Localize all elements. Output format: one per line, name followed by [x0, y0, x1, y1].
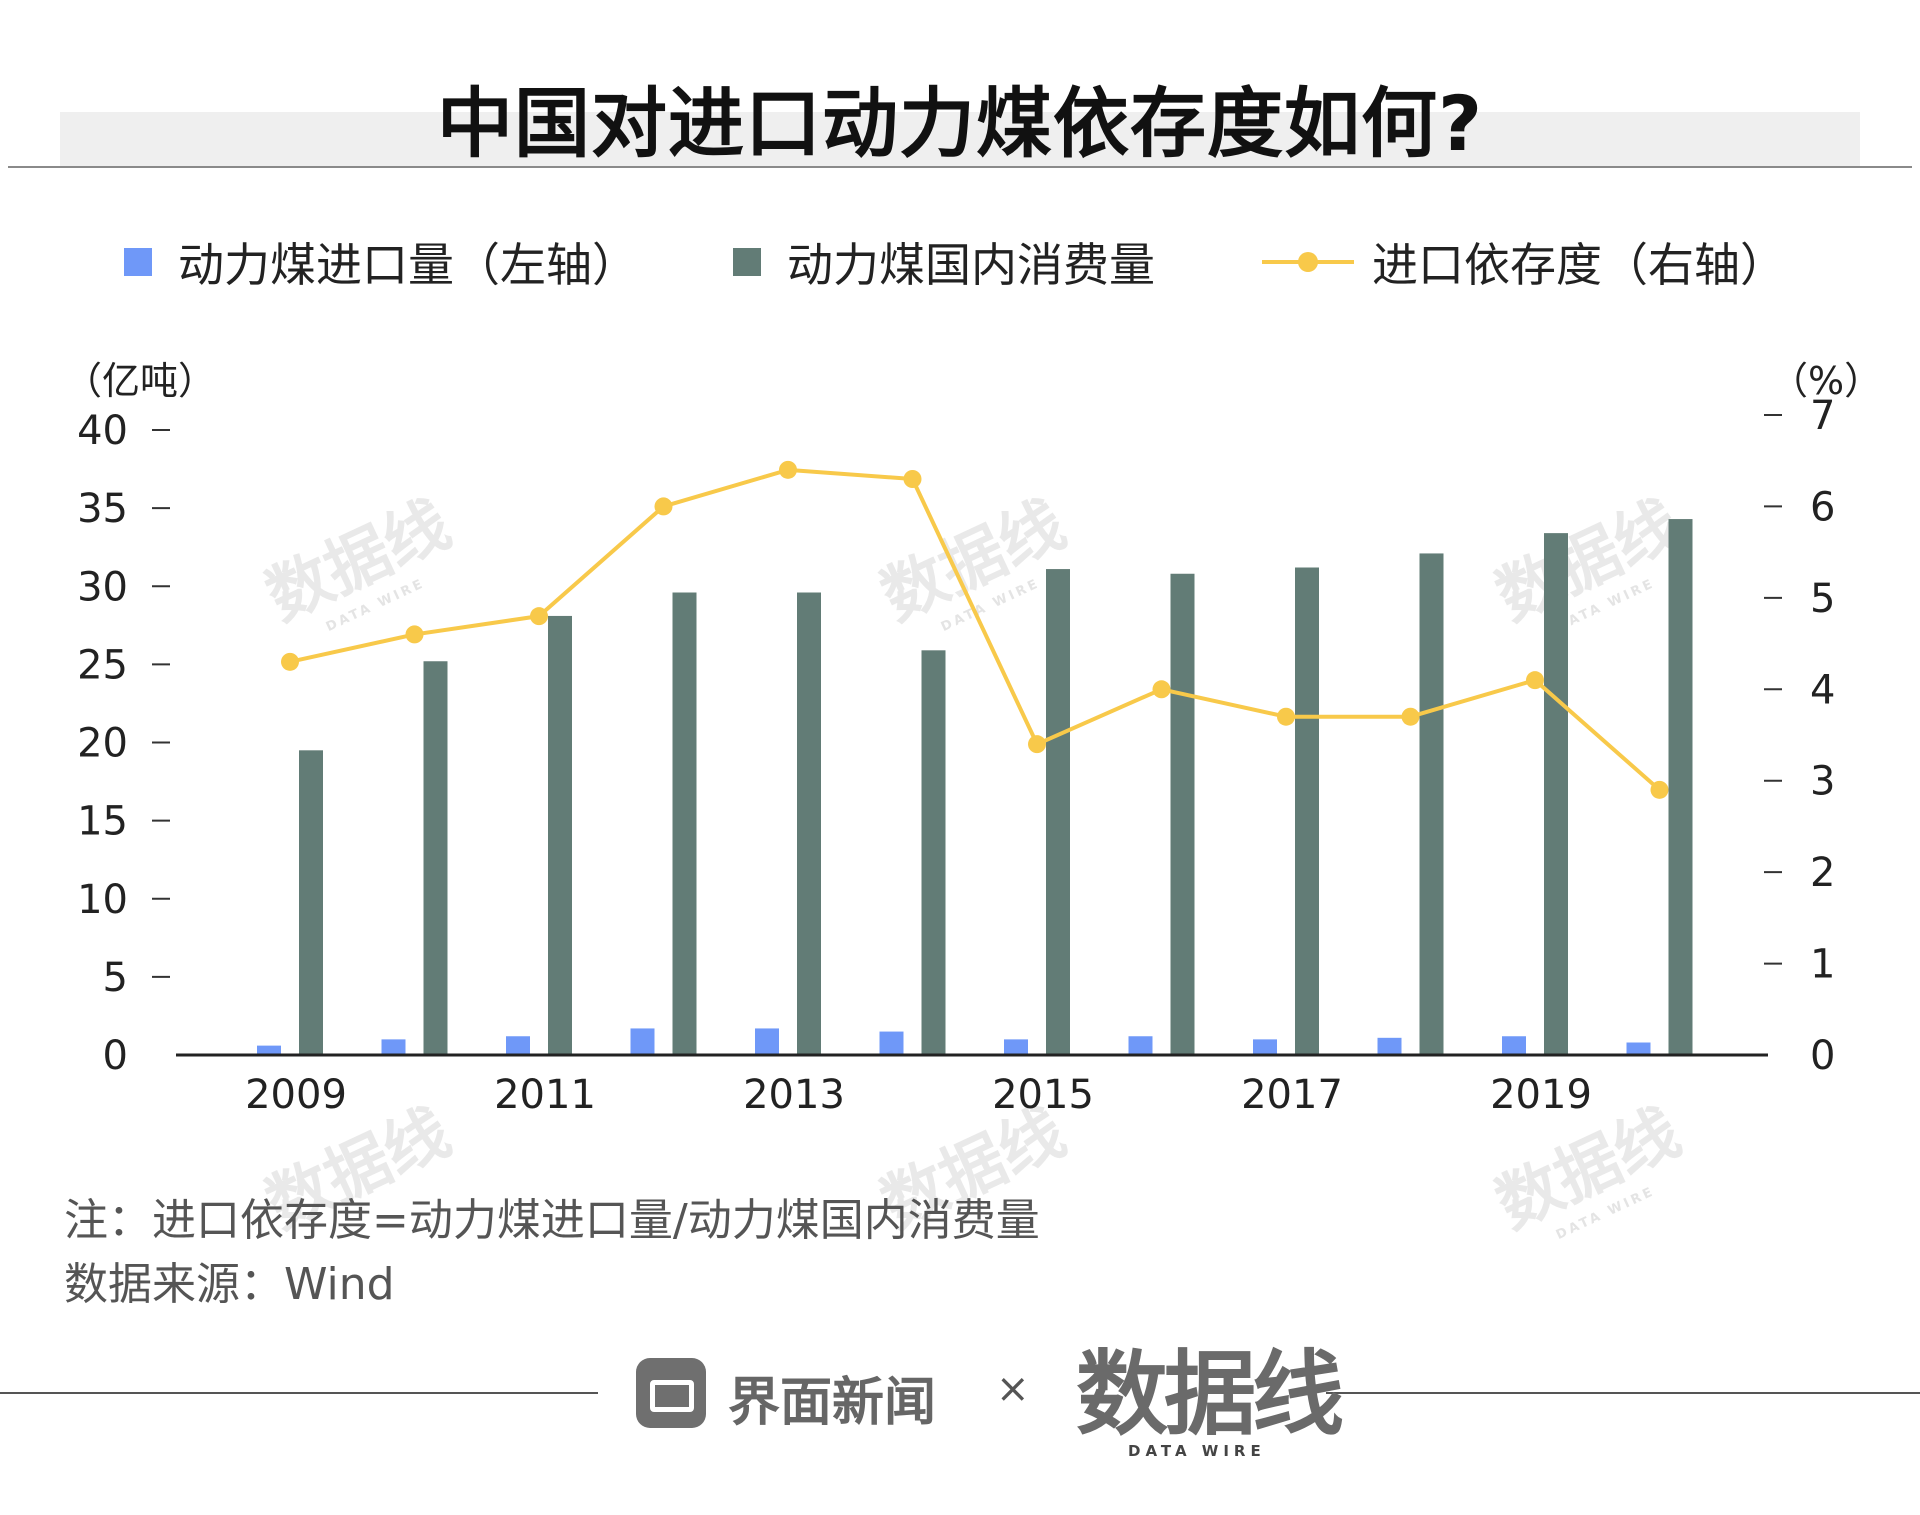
chart-note: 注：进口依存度=动力煤进口量/动力煤国内消费量 — [64, 1195, 1040, 1246]
right-axis-tick-label: 0 — [1810, 1033, 1835, 1079]
point-dependency-2017 — [1277, 707, 1295, 726]
bar-import-2014 — [879, 1031, 904, 1055]
point-dependency-2019 — [1526, 671, 1544, 690]
footer-rule-right — [1326, 1392, 1920, 1394]
brand-logo-icon — [636, 1358, 706, 1428]
legend-swatch-consumption — [733, 248, 761, 276]
point-dependency-2012 — [654, 497, 673, 516]
point-dependency-2010 — [405, 625, 424, 644]
bar-consumption-2018 — [1419, 553, 1444, 1055]
x-axis-tick-label: 2015 — [992, 1072, 1094, 1118]
bar-import-2016 — [1128, 1036, 1153, 1055]
legend-label-import: 动力煤进口量（左轴） — [178, 238, 638, 292]
bar-consumption-2011 — [548, 615, 572, 1055]
right-axis-tick-label: 1 — [1810, 942, 1835, 988]
partner-logo: 数据线 — [1076, 1341, 1344, 1448]
right-axis-unit: （%） — [1770, 359, 1883, 403]
legend-label-dependency: 进口依存度（右轴） — [1372, 238, 1786, 292]
left-axis-tick-label: 40 — [77, 408, 128, 454]
point-dependency-2014 — [903, 470, 922, 488]
x-axis-tick-label: 2009 — [245, 1072, 347, 1118]
bar-import-2018 — [1377, 1037, 1402, 1055]
brand-name: 界面新闻 — [728, 1373, 937, 1433]
legend-item-import: 动力煤进口量（左轴） — [124, 232, 638, 292]
x-axis-tick-label: 2011 — [494, 1072, 596, 1118]
bar-import-2017 — [1253, 1039, 1277, 1055]
left-axis-tick-label: 0 — [103, 1033, 128, 1079]
legend-swatch-import — [124, 248, 152, 276]
x-axis-tick-label: 2013 — [743, 1072, 845, 1118]
legend-item-consumption: 动力煤国内消费量 — [733, 232, 1155, 292]
legend-item-dependency: 进口依存度（右轴） — [1262, 232, 1786, 292]
bar-consumption-2019 — [1544, 533, 1568, 1055]
point-dependency-2015 — [1028, 735, 1046, 754]
bar-import-2009 — [257, 1045, 281, 1055]
point-dependency-2018 — [1401, 707, 1420, 726]
line-dependency — [289, 467, 1661, 792]
x-axis-tick-label: 2019 — [1490, 1072, 1592, 1118]
legend-dot-dependency — [1298, 252, 1318, 272]
bar-import-2015 — [1004, 1039, 1028, 1055]
point-dependency-2013 — [779, 460, 797, 479]
bar-consumption-2016 — [1170, 573, 1195, 1055]
partner-logo-sub: DATA WIRE — [1128, 1442, 1266, 1460]
bar-import-2019 — [1502, 1036, 1526, 1055]
bar-consumption-2020 — [1668, 519, 1693, 1055]
left-axis-tick-label: 10 — [77, 877, 128, 923]
bar-consumption-2013 — [797, 592, 821, 1055]
bar-import-2020 — [1626, 1042, 1651, 1055]
left-axis-tick-label: 20 — [77, 721, 128, 767]
bar-consumption-2014 — [921, 650, 946, 1055]
bar-import-2011 — [506, 1036, 530, 1055]
legend-line-dependency — [1262, 252, 1354, 272]
bar-import-2013 — [755, 1028, 779, 1055]
right-axis-tick-label: 5 — [1810, 576, 1835, 622]
right-axis-tick-label: 4 — [1810, 667, 1835, 713]
right-axis-tick-label: 2 — [1810, 850, 1835, 896]
bar-import-2012 — [630, 1028, 655, 1055]
right-axis-tick-label: 6 — [1810, 484, 1835, 530]
title-band — [60, 112, 1860, 166]
x-axis-tick-label: 2017 — [1241, 1072, 1343, 1118]
point-dependency-2016 — [1152, 680, 1171, 699]
left-axis-tick-label: 5 — [103, 955, 128, 1001]
bar-consumption-2009 — [299, 750, 323, 1055]
point-dependency-2011 — [530, 607, 548, 626]
point-dependency-2020 — [1650, 780, 1669, 799]
left-axis-tick-label: 25 — [77, 642, 128, 688]
data-source: 数据来源：Wind — [64, 1259, 395, 1310]
bar-consumption-2017 — [1295, 567, 1319, 1055]
left-axis-tick-label: 35 — [77, 486, 128, 532]
collab-times-icon: × — [996, 1366, 1030, 1412]
bar-consumption-2015 — [1046, 569, 1070, 1055]
right-axis-tick-label: 7 — [1810, 393, 1835, 439]
left-axis-tick-label: 15 — [77, 799, 128, 845]
point-dependency-2009 — [281, 652, 299, 671]
bar-consumption-2012 — [672, 592, 697, 1055]
bar-consumption-2010 — [423, 661, 448, 1055]
left-axis-unit: （亿吨） — [64, 359, 217, 403]
footer-rule-left — [0, 1392, 598, 1394]
bar-import-2010 — [381, 1039, 406, 1055]
page-title: 中国对进口动力煤依存度如何? — [436, 79, 1484, 168]
legend-label-consumption: 动力煤国内消费量 — [787, 238, 1155, 292]
right-axis-tick-label: 3 — [1810, 759, 1835, 805]
left-axis-tick-label: 30 — [77, 564, 128, 610]
title-divider — [8, 166, 1912, 168]
